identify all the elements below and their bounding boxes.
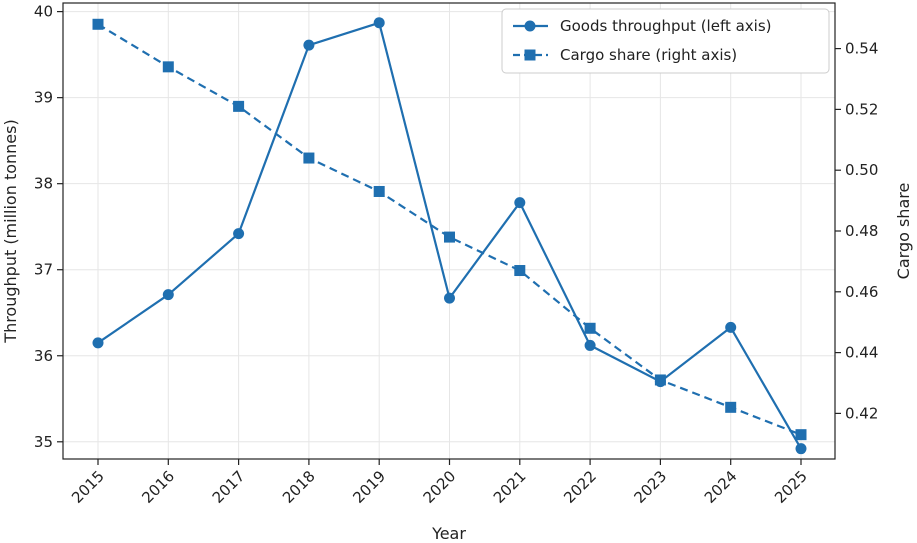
data-point-circle bbox=[162, 289, 174, 301]
data-point-square bbox=[654, 374, 666, 386]
x-tick-label: 2023 bbox=[630, 467, 670, 507]
grid bbox=[63, 3, 835, 459]
data-point-square bbox=[584, 322, 596, 334]
data-point-circle bbox=[373, 17, 385, 29]
data-point-circle bbox=[444, 292, 455, 304]
x-tick-label: 2024 bbox=[701, 467, 741, 507]
y-right-tick-label: 0.50 bbox=[845, 161, 878, 179]
x-axis-label: Year bbox=[431, 524, 466, 543]
data-point-square bbox=[92, 18, 104, 30]
y-right-tick-label: 0.42 bbox=[845, 404, 878, 422]
x-tick-label: 2021 bbox=[490, 467, 530, 507]
y-right-tick-label: 0.54 bbox=[845, 40, 878, 58]
y-axis-left-label: Throughput (million tonnes) bbox=[1, 119, 20, 343]
x-tick-label: 2022 bbox=[560, 467, 600, 507]
x-tick-label: 2016 bbox=[138, 467, 178, 507]
data-point-square bbox=[373, 185, 385, 197]
data-point-square bbox=[725, 401, 737, 413]
data-point-square bbox=[303, 152, 315, 164]
data-point-square bbox=[514, 265, 526, 277]
legend-box bbox=[501, 8, 830, 74]
x-tick-label: 2025 bbox=[771, 467, 811, 507]
legend-swatch-share-marker bbox=[524, 49, 536, 61]
data-point-square bbox=[795, 429, 807, 441]
ticks: 2015 2016 2017 2018 2019 2020 2021 2022 2023 2024… bbox=[34, 3, 879, 507]
y-left-tick-label: 39 bbox=[34, 89, 53, 107]
x-tick-label: 2020 bbox=[420, 467, 460, 507]
x-tick-label: 2017 bbox=[209, 467, 249, 507]
data-point-circle bbox=[514, 197, 526, 209]
x-tick-label: 2019 bbox=[349, 467, 389, 507]
data-point-square bbox=[233, 100, 245, 112]
x-tick-label: 2015 bbox=[68, 467, 108, 507]
y-right-tick-label: 0.44 bbox=[845, 344, 878, 362]
legend-label-goods: Goods throughput (left axis) bbox=[560, 17, 772, 35]
y-left-tick-label: 38 bbox=[34, 175, 53, 193]
x-tick-label: 2018 bbox=[279, 467, 319, 507]
data-point-square bbox=[162, 61, 174, 73]
data-point-square bbox=[444, 231, 455, 243]
data-point-circle bbox=[233, 228, 245, 240]
y-left-tick-label: 40 bbox=[34, 3, 53, 21]
series-layer bbox=[92, 17, 807, 455]
y-axis-right-label: Cargo share bbox=[894, 183, 913, 280]
y-left-tick-label: 35 bbox=[34, 433, 53, 451]
y-right-tick-label: 0.46 bbox=[845, 283, 878, 301]
legend-label-share: Cargo share (right axis) bbox=[560, 46, 737, 64]
legend: Goods throughput (left axis) Cargo share… bbox=[501, 8, 830, 74]
data-point-circle bbox=[795, 443, 807, 455]
data-point-circle bbox=[584, 339, 596, 351]
y-left-tick-label: 36 bbox=[34, 347, 53, 365]
legend-swatch-goods-marker bbox=[524, 20, 536, 32]
series-line-1 bbox=[97, 23, 802, 436]
data-point-circle bbox=[303, 39, 315, 51]
data-point-circle bbox=[725, 321, 737, 333]
y-right-tick-label: 0.52 bbox=[845, 100, 878, 118]
y-left-tick-label: 37 bbox=[34, 261, 53, 279]
y-right-tick-label: 0.48 bbox=[845, 222, 878, 240]
data-point-circle bbox=[92, 337, 104, 349]
